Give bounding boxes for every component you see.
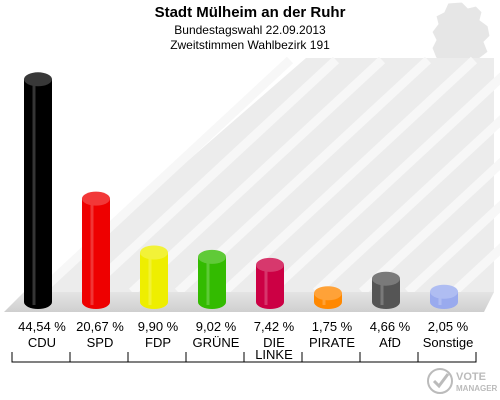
bar-body bbox=[24, 79, 52, 309]
value-label: 2,05 % bbox=[428, 319, 469, 334]
backdrop-stripe bbox=[404, 200, 500, 296]
bar-cap bbox=[256, 257, 284, 272]
bar-body bbox=[82, 198, 110, 309]
value-label: 7,42 % bbox=[254, 319, 295, 334]
watermark-line2: MANAGER bbox=[456, 384, 498, 393]
category-label: Sonstige bbox=[423, 335, 474, 350]
value-label: 4,66 % bbox=[370, 319, 411, 334]
bar-cap bbox=[314, 286, 342, 301]
bar-cap bbox=[430, 284, 458, 299]
bar-cap bbox=[24, 72, 52, 87]
value-label: 9,90 % bbox=[138, 319, 179, 334]
value-label: 1,75 % bbox=[312, 319, 353, 334]
category-label: PIRATE bbox=[309, 335, 355, 350]
chart-subtitle-election: Bundestagswahl 22.09.2013 bbox=[174, 23, 326, 37]
value-labels-group: 44,54 % 20,67 % 9,90 % 9,02 % 7,42 % 1,75 % 4,… bbox=[18, 319, 469, 334]
axis-bracket bbox=[301, 352, 361, 363]
bar-body bbox=[372, 278, 400, 309]
category-label: LINKE bbox=[255, 347, 293, 362]
bar-die-linke bbox=[256, 257, 284, 309]
axis-bracket bbox=[69, 352, 129, 363]
bar-pirate bbox=[314, 286, 342, 309]
value-label: 9,02 % bbox=[196, 319, 237, 334]
backdrop-stripe bbox=[312, 115, 500, 296]
bar-sonstige bbox=[430, 284, 458, 309]
category-label: CDU bbox=[28, 335, 56, 350]
bar-body bbox=[140, 252, 168, 309]
value-label: 20,67 % bbox=[76, 319, 124, 334]
vote-manager-logo-icon: VOTE MANAGER bbox=[427, 368, 498, 394]
axis-bracket bbox=[185, 352, 245, 363]
bar-cdu bbox=[24, 72, 52, 309]
bar-afd bbox=[372, 271, 400, 309]
bar-cap bbox=[82, 191, 110, 206]
bar-body bbox=[198, 256, 226, 309]
bar-cap bbox=[198, 249, 226, 264]
bar-fdp bbox=[140, 245, 168, 309]
chart-title: Stadt Mülheim an der Ruhr bbox=[154, 4, 346, 21]
category-label: GRÜNE bbox=[193, 335, 240, 350]
watermark-line1: VOTE bbox=[456, 371, 486, 383]
chart-floor bbox=[4, 292, 494, 312]
axis-bracket bbox=[11, 352, 71, 363]
bar-body bbox=[256, 264, 284, 309]
axis-bracket bbox=[359, 352, 419, 363]
category-label: FDP bbox=[145, 335, 171, 350]
bar-gr-ne bbox=[198, 249, 226, 309]
bar-spd bbox=[82, 191, 110, 309]
backdrop-stripe bbox=[450, 243, 500, 296]
backdrop-stripe bbox=[220, 56, 478, 296]
category-label: SPD bbox=[87, 335, 114, 350]
bars-group bbox=[24, 72, 458, 309]
category-label: DIE bbox=[263, 335, 285, 350]
value-label: 44,54 % bbox=[18, 319, 66, 334]
axis-brackets-group bbox=[11, 352, 477, 363]
backdrop-stripe bbox=[266, 72, 500, 296]
backdrop-stripes bbox=[36, 56, 500, 296]
backdrop-stripe bbox=[128, 56, 386, 296]
axis-bracket bbox=[417, 352, 477, 363]
backdrop-stripe bbox=[358, 157, 500, 296]
backdrop-stripe bbox=[82, 56, 340, 296]
category-label: AfD bbox=[379, 335, 401, 350]
bar-cap bbox=[372, 271, 400, 286]
axis-bracket bbox=[127, 352, 187, 363]
backdrop-stripe bbox=[36, 56, 294, 296]
bar-cap bbox=[140, 245, 168, 260]
chart-subtitle-district: Zweitstimmen Wahlbezirk 191 bbox=[170, 38, 330, 52]
